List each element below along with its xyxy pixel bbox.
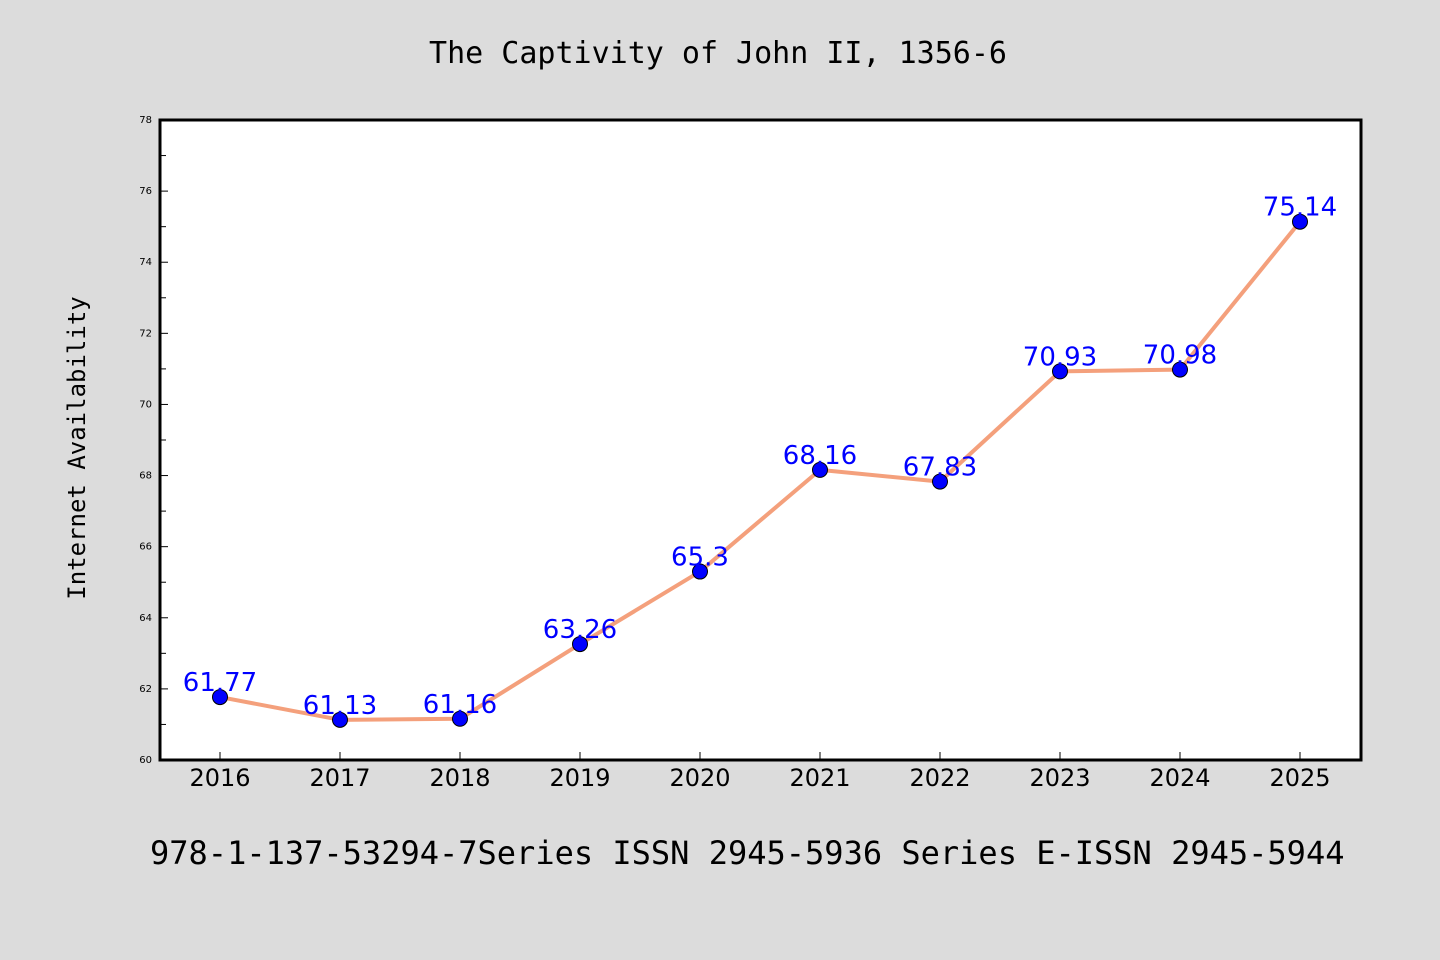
y-tick-label: 70 <box>139 399 152 410</box>
data-point <box>932 473 948 490</box>
x-tick-label: 2018 <box>429 764 490 792</box>
x-tick-label: 2025 <box>1269 764 1330 792</box>
x-tick-label: 2023 <box>1029 764 1090 792</box>
plot-area <box>158 118 1363 762</box>
isbn-issn-footer: 978-1-137-53294-7Series ISSN 2945-5936 S… <box>150 834 1344 872</box>
data-point <box>1172 361 1188 378</box>
series-line <box>218 219 1302 722</box>
y-tick-label: 68 <box>139 471 152 482</box>
y-tick-label: 74 <box>139 257 152 268</box>
data-label: 63.26 <box>543 615 617 645</box>
data-label: 67.83 <box>903 453 977 483</box>
x-tick-label: 2019 <box>549 764 610 792</box>
series-layer: 61.77 61.13 61.16 63.26 65.3 68.16 67.83 70.93 7… <box>183 193 1337 728</box>
data-label: 70.98 <box>1143 341 1217 371</box>
chart-title: The Captivity of John II, 1356-6 <box>429 36 1007 71</box>
data-point <box>572 636 588 653</box>
x-tick-label: 2017 <box>309 764 370 792</box>
data-point <box>1052 363 1068 380</box>
data-label: 61.13 <box>303 691 377 721</box>
data-point <box>452 710 468 727</box>
y-tick-label: 60 <box>139 755 152 766</box>
x-axis: 2016 2017 2018 2019 2020 2021 2022 2023 2024 2025 <box>189 752 1331 792</box>
data-label: 68.16 <box>783 441 857 471</box>
data-label: 61.16 <box>423 690 497 720</box>
data-point <box>692 563 708 580</box>
data-label: 70.93 <box>1023 342 1097 372</box>
data-point <box>332 711 348 728</box>
y-axis-label: Internet Availability <box>63 296 91 599</box>
y-axis: 60 62 64 66 68 70 72 74 76 78 <box>139 115 168 766</box>
x-tick-label: 2021 <box>789 764 850 792</box>
x-tick-label: 2020 <box>669 764 730 792</box>
y-tick-label: 66 <box>139 542 152 553</box>
data-label: 65.3 <box>671 543 729 573</box>
y-tick-label: 72 <box>139 328 152 339</box>
y-tick-label: 78 <box>139 115 152 126</box>
data-label: 61.77 <box>183 668 257 698</box>
y-tick-label: 64 <box>139 613 152 624</box>
x-tick-label: 2022 <box>909 764 970 792</box>
x-tick-label: 2016 <box>189 764 250 792</box>
data-point <box>812 461 828 478</box>
data-point <box>212 689 228 706</box>
data-label: 75.14 <box>1263 193 1337 223</box>
y-tick-label: 62 <box>139 684 152 695</box>
data-point <box>1292 213 1308 230</box>
x-tick-label: 2024 <box>1149 764 1210 792</box>
y-tick-label: 76 <box>139 186 152 197</box>
